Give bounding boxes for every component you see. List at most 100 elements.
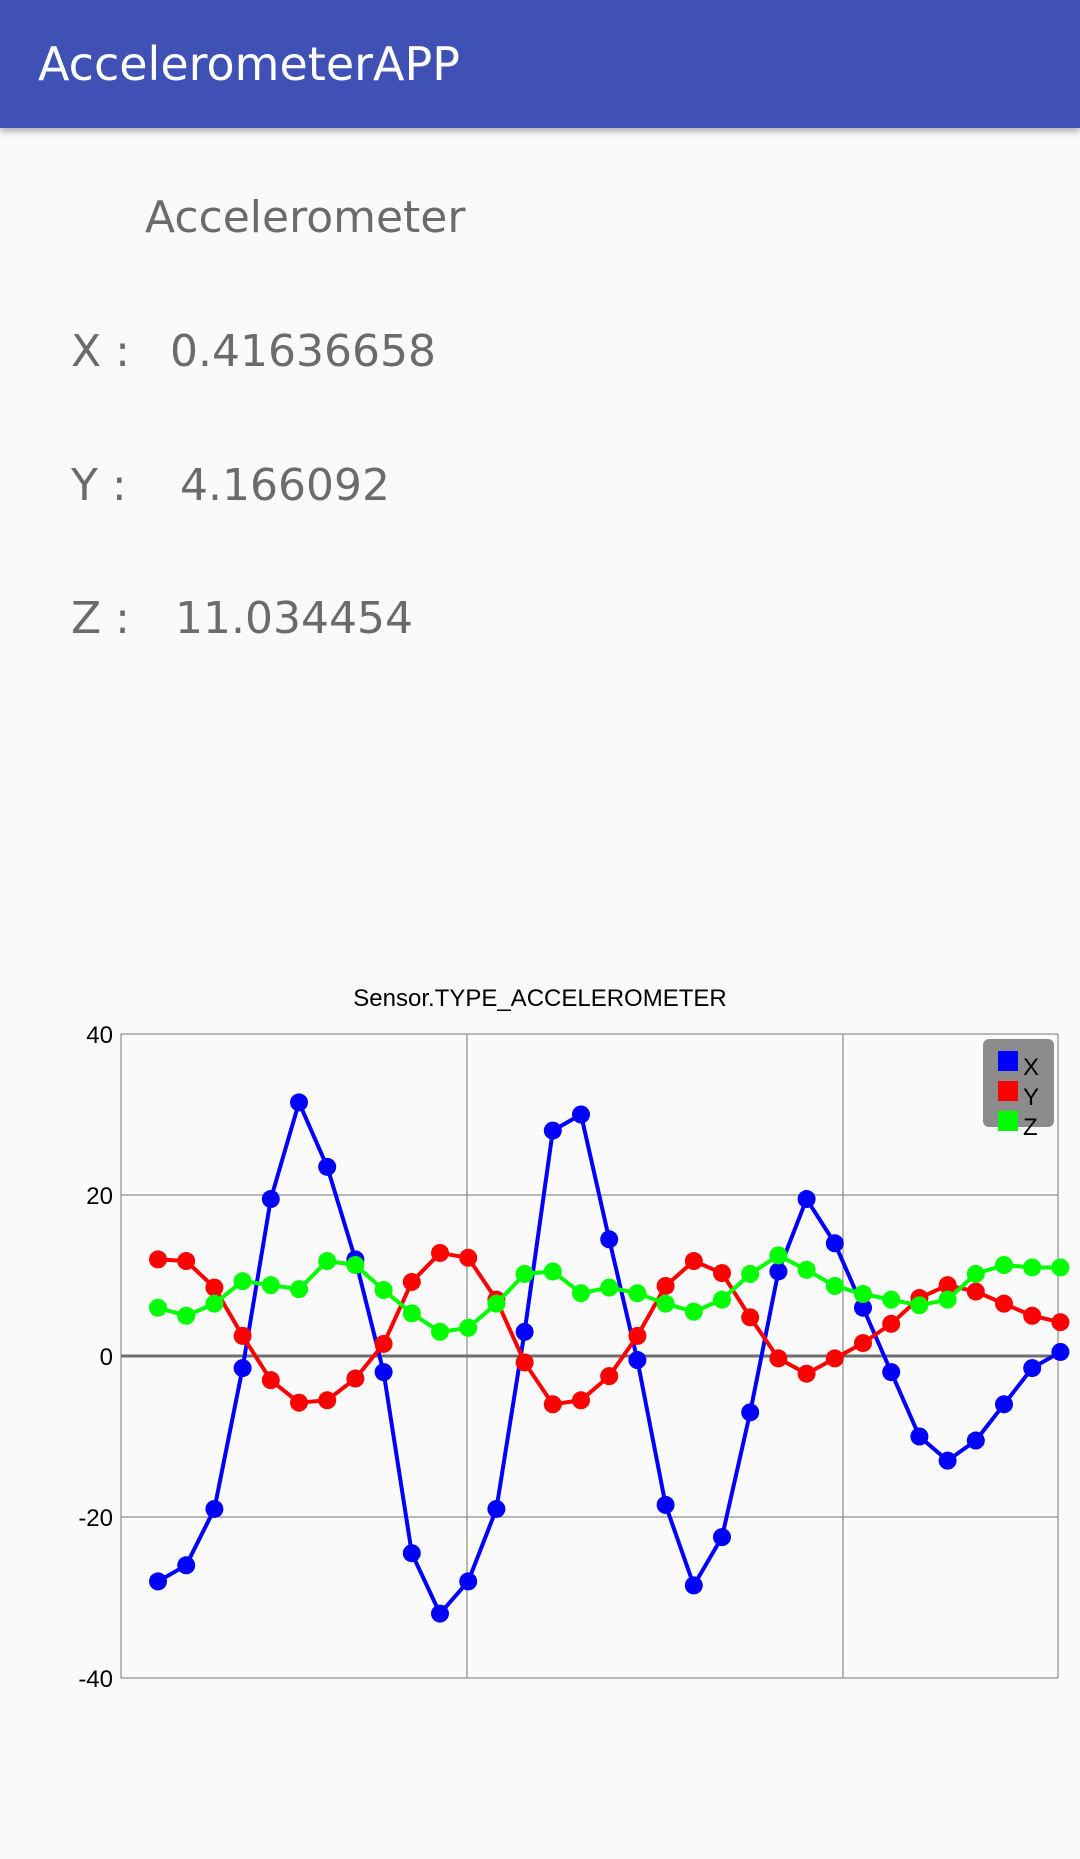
data-point-y [966,1282,985,1301]
data-point-y [572,1391,590,1410]
z-value: 11.034454 [175,593,413,644]
series-z [149,1246,1070,1341]
data-point-x [261,1190,280,1209]
data-point-x [628,1351,647,1370]
data-point-y [769,1349,788,1368]
data-point-z [741,1264,760,1283]
data-point-x [1023,1359,1042,1378]
data-point-z [966,1264,985,1283]
data-point-x [177,1556,196,1575]
data-point-z [290,1280,308,1299]
data-point-x [374,1363,393,1382]
chart-title: Sensor.TYPE_ACCELEROMETER [353,985,726,1012]
app-bar: AccelerometerAPP [0,0,1080,128]
data-point-x [741,1403,760,1422]
data-point-z [233,1272,252,1291]
data-point-y [684,1252,703,1271]
data-point-x [543,1121,562,1140]
data-point-x [459,1572,478,1591]
data-point-x [290,1093,308,1112]
data-point-z [769,1246,788,1265]
data-point-x [882,1363,901,1382]
y-tick-label: 20 [86,1183,113,1210]
data-point-z [572,1284,590,1303]
series-y [149,1243,1070,1414]
data-point-z [995,1256,1013,1275]
data-point-z [938,1290,957,1309]
data-point-z [431,1322,449,1341]
y-tick-label: -20 [78,1505,113,1532]
data-point-x [487,1499,506,1518]
data-point-x [825,1234,844,1253]
data-point-z [797,1260,816,1279]
data-point-z [487,1294,506,1313]
chart-legend: XYZ [983,1039,1054,1141]
y-tick-label: -40 [78,1666,113,1693]
data-point-y [600,1367,619,1386]
data-point-z [628,1284,647,1303]
legend-label-z: Z [1023,1114,1038,1141]
legend-box [983,1039,1054,1127]
series-line-x [157,1100,1062,1616]
legend-swatch-x [998,1051,1018,1071]
data-point-x [938,1451,957,1470]
data-point-x [600,1230,619,1249]
data-point-z [374,1280,393,1299]
data-point-y [882,1314,901,1333]
data-point-y [628,1326,647,1345]
sensor-heading: Accelerometer [145,192,466,243]
data-point-z [1051,1258,1070,1277]
data-point-z [656,1294,675,1313]
x-reading-row: X : 0.41636658 [71,324,436,380]
data-point-x [769,1262,788,1281]
data-point-z [910,1296,929,1315]
data-point-z [459,1318,478,1337]
data-point-z [684,1302,703,1321]
data-point-y [346,1369,365,1388]
data-point-x [318,1157,337,1176]
data-point-x [854,1298,872,1317]
y-label: Y : [71,460,127,511]
data-point-x [402,1544,421,1563]
z-reading-row: Z : 11.034454 [71,591,413,647]
data-point-z [825,1276,844,1295]
data-point-z [205,1294,224,1313]
data-point-x [149,1572,167,1591]
data-point-y [825,1349,844,1368]
data-point-y [1051,1313,1070,1332]
data-point-y [938,1276,957,1295]
data-point-y [656,1276,675,1295]
legend-swatch-y [998,1081,1018,1101]
data-point-z [402,1304,421,1323]
data-point-z [346,1256,365,1275]
y-tick-label: 0 [100,1344,113,1371]
data-point-y [233,1326,252,1345]
x-value: 0.41636658 [170,326,436,377]
legend-label-x: X [1023,1054,1039,1081]
data-point-y [205,1278,224,1297]
legend-label-y: Y [1023,1084,1039,1111]
series-x [149,1093,1070,1623]
legend-swatch-z [998,1111,1018,1131]
z-label: Z : [71,593,130,644]
chart-series [149,1093,1070,1623]
data-point-y [431,1243,449,1262]
data-point-z [318,1252,337,1271]
data-point-y [515,1353,534,1372]
data-point-z [515,1264,534,1283]
data-point-z [149,1298,167,1317]
data-point-z [1023,1258,1042,1277]
y-value: 4.166092 [180,460,390,511]
data-point-x [910,1427,929,1446]
data-point-z [177,1306,196,1325]
data-point-y [995,1294,1013,1313]
chart-svg: Sensor.TYPE_ACCELEROMETER 40 20 0 -20 -40 XY… [78,985,1070,1693]
data-point-x [684,1576,703,1595]
data-point-y [261,1371,280,1390]
data-point-y [797,1364,816,1383]
data-point-y [318,1391,337,1410]
x-label: X : [71,326,130,377]
data-point-x [233,1359,252,1378]
data-point-y [741,1308,760,1327]
data-point-y [290,1393,308,1412]
